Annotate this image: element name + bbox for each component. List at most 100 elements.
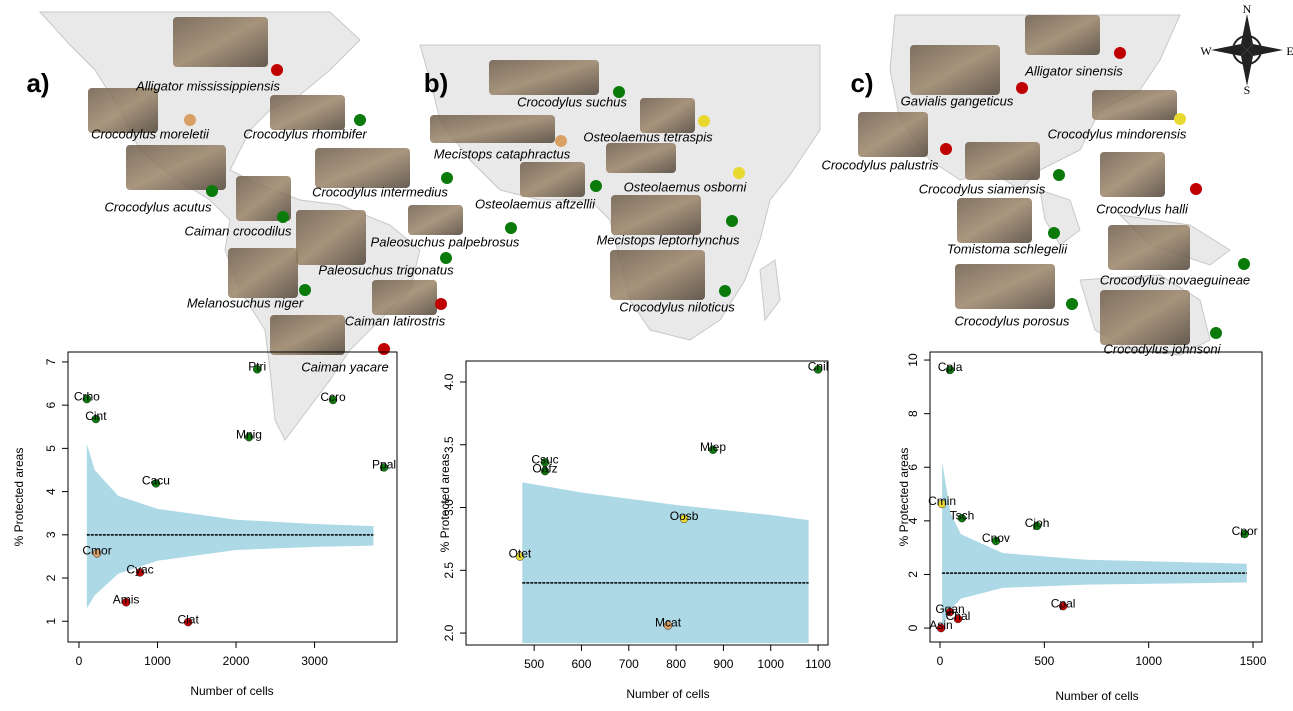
point-label: Cnov (982, 531, 1010, 545)
y-tick-label: 10 (906, 353, 920, 367)
compass-letter: E (1286, 44, 1293, 58)
x-tick-label: 3000 (301, 654, 328, 668)
y-tick-label: 6 (44, 402, 58, 409)
status-dot (299, 284, 311, 296)
x-axis-title: Number of cells (1055, 689, 1138, 703)
point-label: Oosb (670, 509, 699, 523)
y-axis-title: % Protected areas (438, 454, 452, 553)
x-axis-title: Number of cells (626, 687, 709, 701)
point-label: Ppal (372, 458, 396, 472)
status-dot (1053, 169, 1065, 181)
status-dot (1238, 258, 1250, 270)
species-image (1108, 225, 1190, 270)
point-label: Oafz (532, 461, 557, 475)
y-axis-title: % Protected areas (12, 448, 26, 547)
point-label: Amis (113, 592, 140, 606)
status-dot (733, 167, 745, 179)
status-dot (590, 180, 602, 192)
point-label: Cacu (142, 474, 170, 488)
status-dot (184, 114, 196, 126)
species-image (965, 142, 1040, 180)
species-label: Crocodylus novaeguineae (1100, 272, 1250, 287)
point-label: Mnig (236, 427, 262, 441)
species-label: Crocodylus niloticus (619, 299, 735, 314)
species-label: Tomistoma schlegelii (947, 241, 1068, 256)
y-tick-label: 3.5 (442, 436, 456, 453)
species-image (296, 210, 366, 265)
species-label: Paleosuchus palpebrosus (371, 234, 520, 249)
point-label: Cjoh (1025, 516, 1050, 530)
x-tick-label: 1000 (757, 657, 784, 671)
status-dot (1048, 227, 1060, 239)
x-tick-label: 800 (666, 657, 686, 671)
species-label: Alligator sinensis (1024, 63, 1123, 78)
status-dot (1174, 113, 1186, 125)
species-image (489, 60, 599, 95)
species-image (910, 45, 1000, 95)
point-label: Ptri (248, 359, 266, 373)
panel-label: b) (424, 68, 449, 98)
point-label: Mlep (700, 440, 726, 454)
status-dot (378, 343, 390, 355)
x-tick-label: 0 (76, 654, 83, 668)
compass-letter: N (1243, 2, 1252, 16)
x-tick-label: 1000 (1135, 654, 1162, 668)
species-image (228, 248, 298, 298)
species-label: Mecistops cataphractus (434, 146, 571, 161)
species-label: Crocodylus porosus (955, 313, 1070, 328)
species-label: Crocodylus rhombifer (243, 126, 367, 141)
status-dot (719, 285, 731, 297)
x-tick-label: 700 (619, 657, 639, 671)
point-label: Cint (85, 409, 107, 423)
y-tick-label: 2 (906, 571, 920, 578)
species-image (126, 145, 226, 190)
species-label: Caiman yacare (301, 359, 388, 374)
species-image (270, 95, 345, 130)
species-image (1025, 15, 1100, 55)
status-dot (277, 211, 289, 223)
y-tick-label: 4 (44, 488, 58, 495)
x-tick-label: 1000 (144, 654, 171, 668)
x-tick-label: 900 (713, 657, 733, 671)
x-tick-label: 0 (937, 654, 944, 668)
compass-letter: W (1200, 44, 1212, 58)
species-label: Crocodylus halli (1096, 201, 1189, 216)
panel-label: c) (850, 68, 873, 98)
status-dot (940, 143, 952, 155)
x-tick-label: 600 (571, 657, 591, 671)
species-label: Caiman latirostris (345, 313, 446, 328)
species-image (1100, 152, 1165, 197)
species-label: Crocodylus johnsoni (1103, 341, 1221, 356)
species-label: Osteolaemus aftzellii (475, 196, 596, 211)
x-tick-label: 2000 (223, 654, 250, 668)
species-image (610, 250, 705, 300)
y-tick-label: 7 (44, 358, 58, 365)
status-dot (1114, 47, 1126, 59)
species-label: Crocodylus siamensis (919, 181, 1046, 196)
figure: Alligator mississippiensisCrocodylus mor… (0, 0, 1293, 706)
status-dot (698, 115, 710, 127)
species-image (270, 315, 345, 355)
species-image (858, 112, 928, 157)
status-dot (206, 185, 218, 197)
species-image (408, 205, 463, 235)
species-label: Crocodylus suchus (517, 94, 627, 109)
x-axis-title: Number of cells (190, 684, 273, 698)
x-tick-label: 500 (1034, 654, 1054, 668)
compass-letter: S (1244, 83, 1251, 97)
point-label: Mcat (655, 616, 682, 630)
y-tick-label: 3 (44, 531, 58, 538)
status-dot (441, 172, 453, 184)
point-label: Cpla (938, 360, 963, 374)
species-label: Osteolaemus osborni (624, 179, 748, 194)
plot-box (930, 352, 1262, 642)
point-label: Asin (929, 618, 952, 632)
status-dot (505, 222, 517, 234)
null-envelope (87, 444, 374, 608)
species-label: Mecistops leptorhynchus (596, 232, 740, 247)
status-dot (555, 135, 567, 147)
species-image (611, 195, 701, 235)
x-tick-label: 1500 (1240, 654, 1267, 668)
species-image (640, 98, 695, 133)
species-label: Crocodylus moreletii (91, 126, 210, 141)
